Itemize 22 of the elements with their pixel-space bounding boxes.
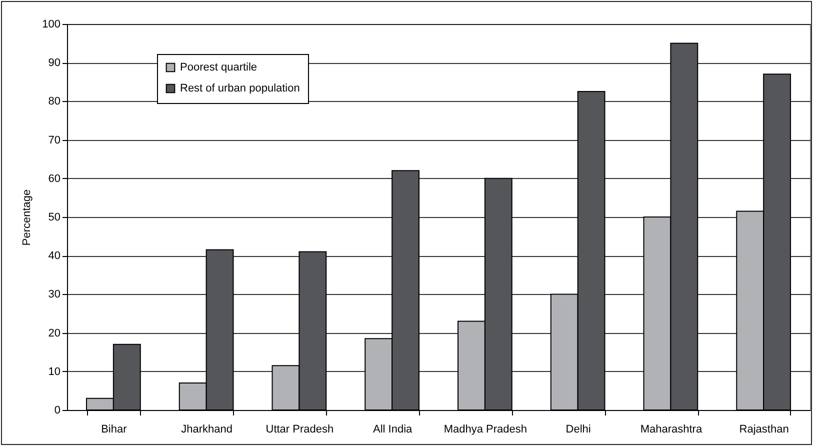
y-tick-label: 30 [48,288,60,301]
x-tick-label: Uttar Pradesh [266,424,334,436]
y-tick-label: 20 [48,327,60,340]
x-tick-label: Madhya Pradesh [444,424,528,436]
x-tick-label: Bihar [101,424,128,436]
x-tick-label: Jharkhand [181,424,232,436]
x-tick-label: Delhi [566,424,591,436]
y-axis-title: Percentage [21,189,34,246]
y-tick-label: 50 [48,212,60,224]
x-tick-label: Rajasthan [739,424,789,436]
legend-label: Poorest quartile [180,62,258,74]
x-tick-label: All India [372,424,414,436]
y-tick-label: 100 [42,18,60,30]
y-tick-label: 0 [54,404,60,416]
y-tick-label: 60 [48,172,60,185]
y-tick-label: 70 [48,134,60,146]
y-tick-label: 40 [48,250,60,262]
x-tick-label: Maharashtra [640,424,703,436]
y-tick-label: 90 [48,57,60,70]
y-tick-label: 80 [48,96,60,108]
legend-label: Rest of urban population [180,82,300,94]
y-tick-label: 10 [48,366,60,378]
